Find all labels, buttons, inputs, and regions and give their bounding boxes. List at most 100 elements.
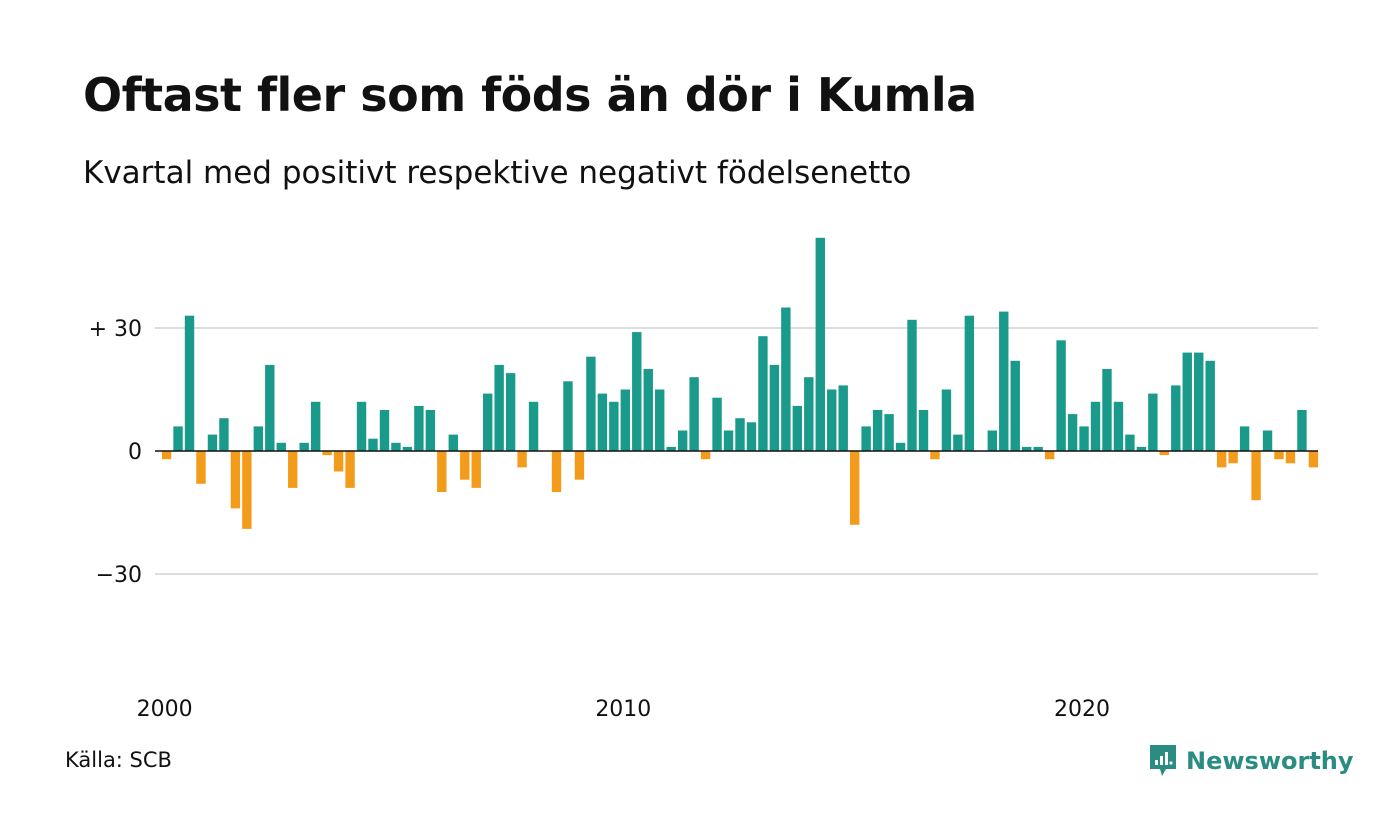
bar-2024-k3: [1285, 451, 1296, 464]
bar-2009-k4: [609, 401, 619, 451]
bar-2010-k4: [655, 389, 665, 451]
bar-2019-k4: [1067, 414, 1078, 451]
bar-2007-k3: [505, 373, 516, 451]
bar-2001-k4: [242, 451, 252, 529]
bar-2000-k2: [173, 426, 183, 451]
bar-2001-k1: [207, 434, 218, 451]
bar-2017-k1: [941, 389, 952, 451]
bar-2008-k3: [551, 451, 562, 492]
chart-subtitle: Kvartal med positivt respektive negativt…: [83, 155, 912, 191]
bar-2020-k4: [1113, 401, 1124, 451]
bar-2012-k4: [746, 422, 757, 451]
bar-2021-k3: [1148, 393, 1158, 451]
source-note: Källa: SCB: [65, 748, 172, 772]
bar-2014-k4: [838, 385, 848, 451]
x-tick-label: 2010: [595, 697, 651, 722]
bar-2014-k2: [815, 237, 825, 451]
bar-2024-k2: [1274, 451, 1284, 460]
bar-2017-k2: [953, 434, 963, 451]
y-tick-label: 0: [128, 440, 142, 465]
y-tick-label: −30: [96, 563, 142, 588]
bar-2000-k3: [184, 315, 195, 451]
bar-2013-k4: [792, 405, 803, 451]
bar-2005-k2: [402, 446, 413, 451]
bar-2021-k4: [1159, 451, 1170, 456]
bar-2013-k2: [769, 364, 780, 451]
bar-2018-k4: [1022, 446, 1032, 451]
bar-2013-k1: [758, 336, 768, 451]
bar-2015-k2: [861, 426, 871, 451]
bar-2018-k2: [999, 311, 1009, 451]
x-tick-label: 2000: [137, 697, 193, 722]
bar-2013-k3: [781, 307, 791, 451]
bar-2025-k1: [1308, 451, 1319, 468]
bar-2003-k2: [310, 401, 321, 451]
bar-2001-k2: [219, 418, 229, 451]
bar-2023-k3: [1239, 426, 1250, 451]
newsworthy-logo-icon: [1150, 745, 1176, 776]
bar-2023-k1: [1216, 451, 1227, 468]
bar-2021-k1: [1125, 434, 1135, 451]
bar-2021-k2: [1136, 446, 1147, 451]
bar-2016-k2: [907, 319, 917, 451]
bar-2022-k4: [1205, 360, 1215, 451]
bar-2002-k2: [265, 364, 275, 451]
bar-2011-k3: [689, 377, 699, 451]
bar-2001-k3: [230, 451, 241, 509]
bar-2016-k1: [895, 442, 906, 451]
bar-2012-k2: [723, 430, 734, 451]
bar-2000-k1: [161, 451, 172, 460]
bar-2009-k1: [574, 451, 585, 480]
bar-2007-k2: [494, 364, 504, 451]
bar-2018-k3: [1010, 360, 1020, 451]
bar-2019-k2: [1044, 451, 1055, 460]
bar-2002-k4: [288, 451, 298, 488]
bar-2003-k3: [322, 451, 332, 456]
bars: [161, 237, 1319, 529]
bar-2008-k1: [528, 401, 539, 451]
bar-2005-k3: [414, 405, 424, 451]
bar-2005-k1: [391, 442, 401, 451]
brand-name: Newsworthy: [1186, 747, 1354, 775]
x-tick-label: 2020: [1054, 697, 1110, 722]
bar-2007-k4: [517, 451, 527, 468]
bar-2018-k1: [987, 430, 997, 451]
grid-lines: [155, 327, 1318, 575]
bar-2010-k3: [643, 369, 653, 451]
bar-2023-k2: [1228, 451, 1238, 464]
bar-2010-k1: [620, 389, 631, 451]
bar-2019-k3: [1056, 340, 1066, 451]
bar-2006-k1: [437, 451, 447, 492]
bar-2009-k2: [586, 356, 596, 451]
chart-title: Oftast fler som föds än dör i Kumla: [83, 68, 977, 122]
bar-2015-k1: [849, 451, 860, 525]
axes: + 30 0 −30 2000 2010 2020: [89, 317, 1318, 722]
bar-2004-k1: [345, 451, 355, 488]
bar-2020-k1: [1079, 426, 1089, 451]
bar-2022-k3: [1194, 352, 1204, 451]
bar-2003-k1: [299, 442, 309, 451]
bar-2003-k4: [333, 451, 344, 472]
bar-2004-k3: [368, 438, 378, 451]
bar-2022-k2: [1182, 352, 1192, 451]
bar-2022-k1: [1171, 385, 1181, 451]
bar-2024-k1: [1262, 430, 1273, 451]
bar-2020-k3: [1102, 369, 1112, 451]
bar-2005-k4: [425, 410, 436, 451]
bar-2002-k1: [253, 426, 264, 451]
bar-2011-k1: [666, 446, 676, 451]
bar-2012-k1: [712, 397, 722, 451]
bar-2010-k2: [632, 332, 642, 451]
bar-2016-k3: [918, 410, 929, 451]
brand-logo[interactable]: Newsworthy: [1148, 743, 1354, 779]
bar-2009-k3: [597, 393, 608, 451]
bar-2006-k4: [471, 451, 481, 488]
bar-2004-k2: [356, 401, 367, 451]
bar-2004-k4: [379, 410, 390, 451]
bar-2007-k1: [483, 393, 493, 451]
bar-2015-k3: [872, 410, 883, 451]
bar-2012-k3: [735, 418, 745, 451]
bar-2024-k4: [1297, 410, 1307, 451]
bar-2016-k4: [930, 451, 940, 460]
